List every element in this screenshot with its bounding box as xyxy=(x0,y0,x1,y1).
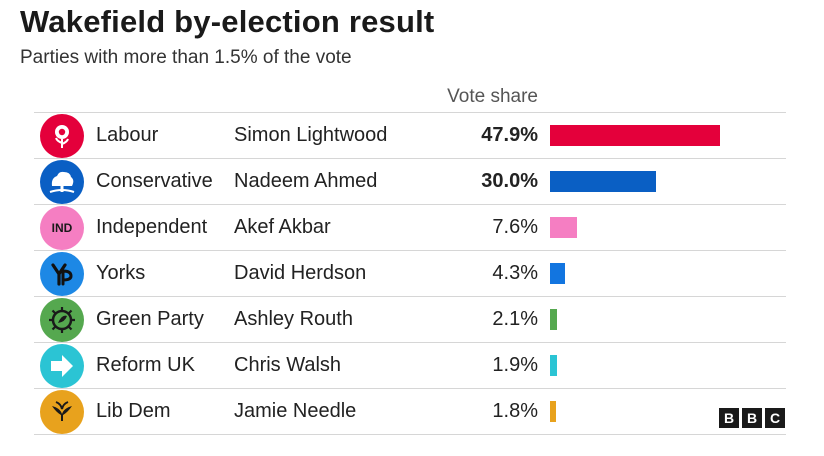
party-name: Lib Dem xyxy=(96,400,171,422)
party-name: Independent xyxy=(96,216,208,238)
logo-text: IND xyxy=(51,220,73,235)
party-name: Yorks xyxy=(96,262,146,284)
rose-icon xyxy=(40,113,84,158)
candidate-name: Nadeem Ahmed xyxy=(234,170,378,192)
party-name: Reform UK xyxy=(96,354,195,376)
vote-share-bar xyxy=(550,171,657,192)
bbc-logo-letter: B xyxy=(719,408,739,428)
vote-share-label: 30.0% xyxy=(481,170,538,192)
vote-share-label: 2.1% xyxy=(492,308,538,330)
bird-icon xyxy=(40,389,84,434)
vote-share-label: 47.9% xyxy=(481,124,538,146)
vote-share-header: Vote share xyxy=(447,86,538,107)
results-table: Labour Simon Lightwood 47.9% Conservative Na… xyxy=(34,112,786,435)
yp-icon xyxy=(40,251,84,296)
candidate-name: Jamie Needle xyxy=(234,400,357,422)
result-row: Reform UK Chris Walsh 1.9% xyxy=(34,342,786,388)
vote-share-bar xyxy=(550,309,558,330)
candidate-name: Simon Lightwood xyxy=(234,124,388,146)
vote-share-bar xyxy=(550,125,720,146)
result-row: Green Party Ashley Routh 2.1% xyxy=(34,296,786,342)
chart-subtitle: Parties with more than 1.5% of the vote xyxy=(20,47,352,68)
result-row: Yorks David Herdson 4.3% xyxy=(34,250,786,296)
result-row: Conservative Nadeem Ahmed 30.0% xyxy=(34,158,786,204)
bbc-logo: B B C xyxy=(719,408,785,428)
bbc-logo-letter: C xyxy=(765,408,785,428)
candidate-name: Ashley Routh xyxy=(234,308,353,330)
candidate-name: Akef Akbar xyxy=(234,216,331,238)
result-row: IND Independent Akef Akbar 7.6% xyxy=(34,204,786,250)
chart-title: Wakefield by-election result xyxy=(20,4,435,39)
party-name: Green Party xyxy=(96,308,204,330)
vote-share-label: 7.6% xyxy=(492,216,538,238)
vote-share-label: 1.9% xyxy=(492,354,538,376)
vote-share-bar xyxy=(550,217,577,238)
result-row: Lib Dem Jamie Needle 1.8% xyxy=(34,388,786,435)
candidate-name: Chris Walsh xyxy=(234,354,342,376)
party-name: Labour xyxy=(96,124,159,146)
vote-share-bar xyxy=(550,401,557,422)
green-party-icon xyxy=(40,297,84,342)
ind-badge-icon: IND xyxy=(40,205,84,250)
party-name: Conservative xyxy=(96,170,213,192)
bbc-logo-letter: B xyxy=(742,408,762,428)
vote-share-bar xyxy=(550,355,557,376)
vote-share-label: 4.3% xyxy=(492,262,538,284)
result-row: Labour Simon Lightwood 47.9% xyxy=(34,112,786,158)
tree-icon xyxy=(40,159,84,204)
candidate-name: David Herdson xyxy=(234,262,367,284)
arrow-right-icon xyxy=(40,343,84,388)
vote-share-bar xyxy=(550,263,566,284)
vote-share-label: 1.8% xyxy=(492,400,538,422)
